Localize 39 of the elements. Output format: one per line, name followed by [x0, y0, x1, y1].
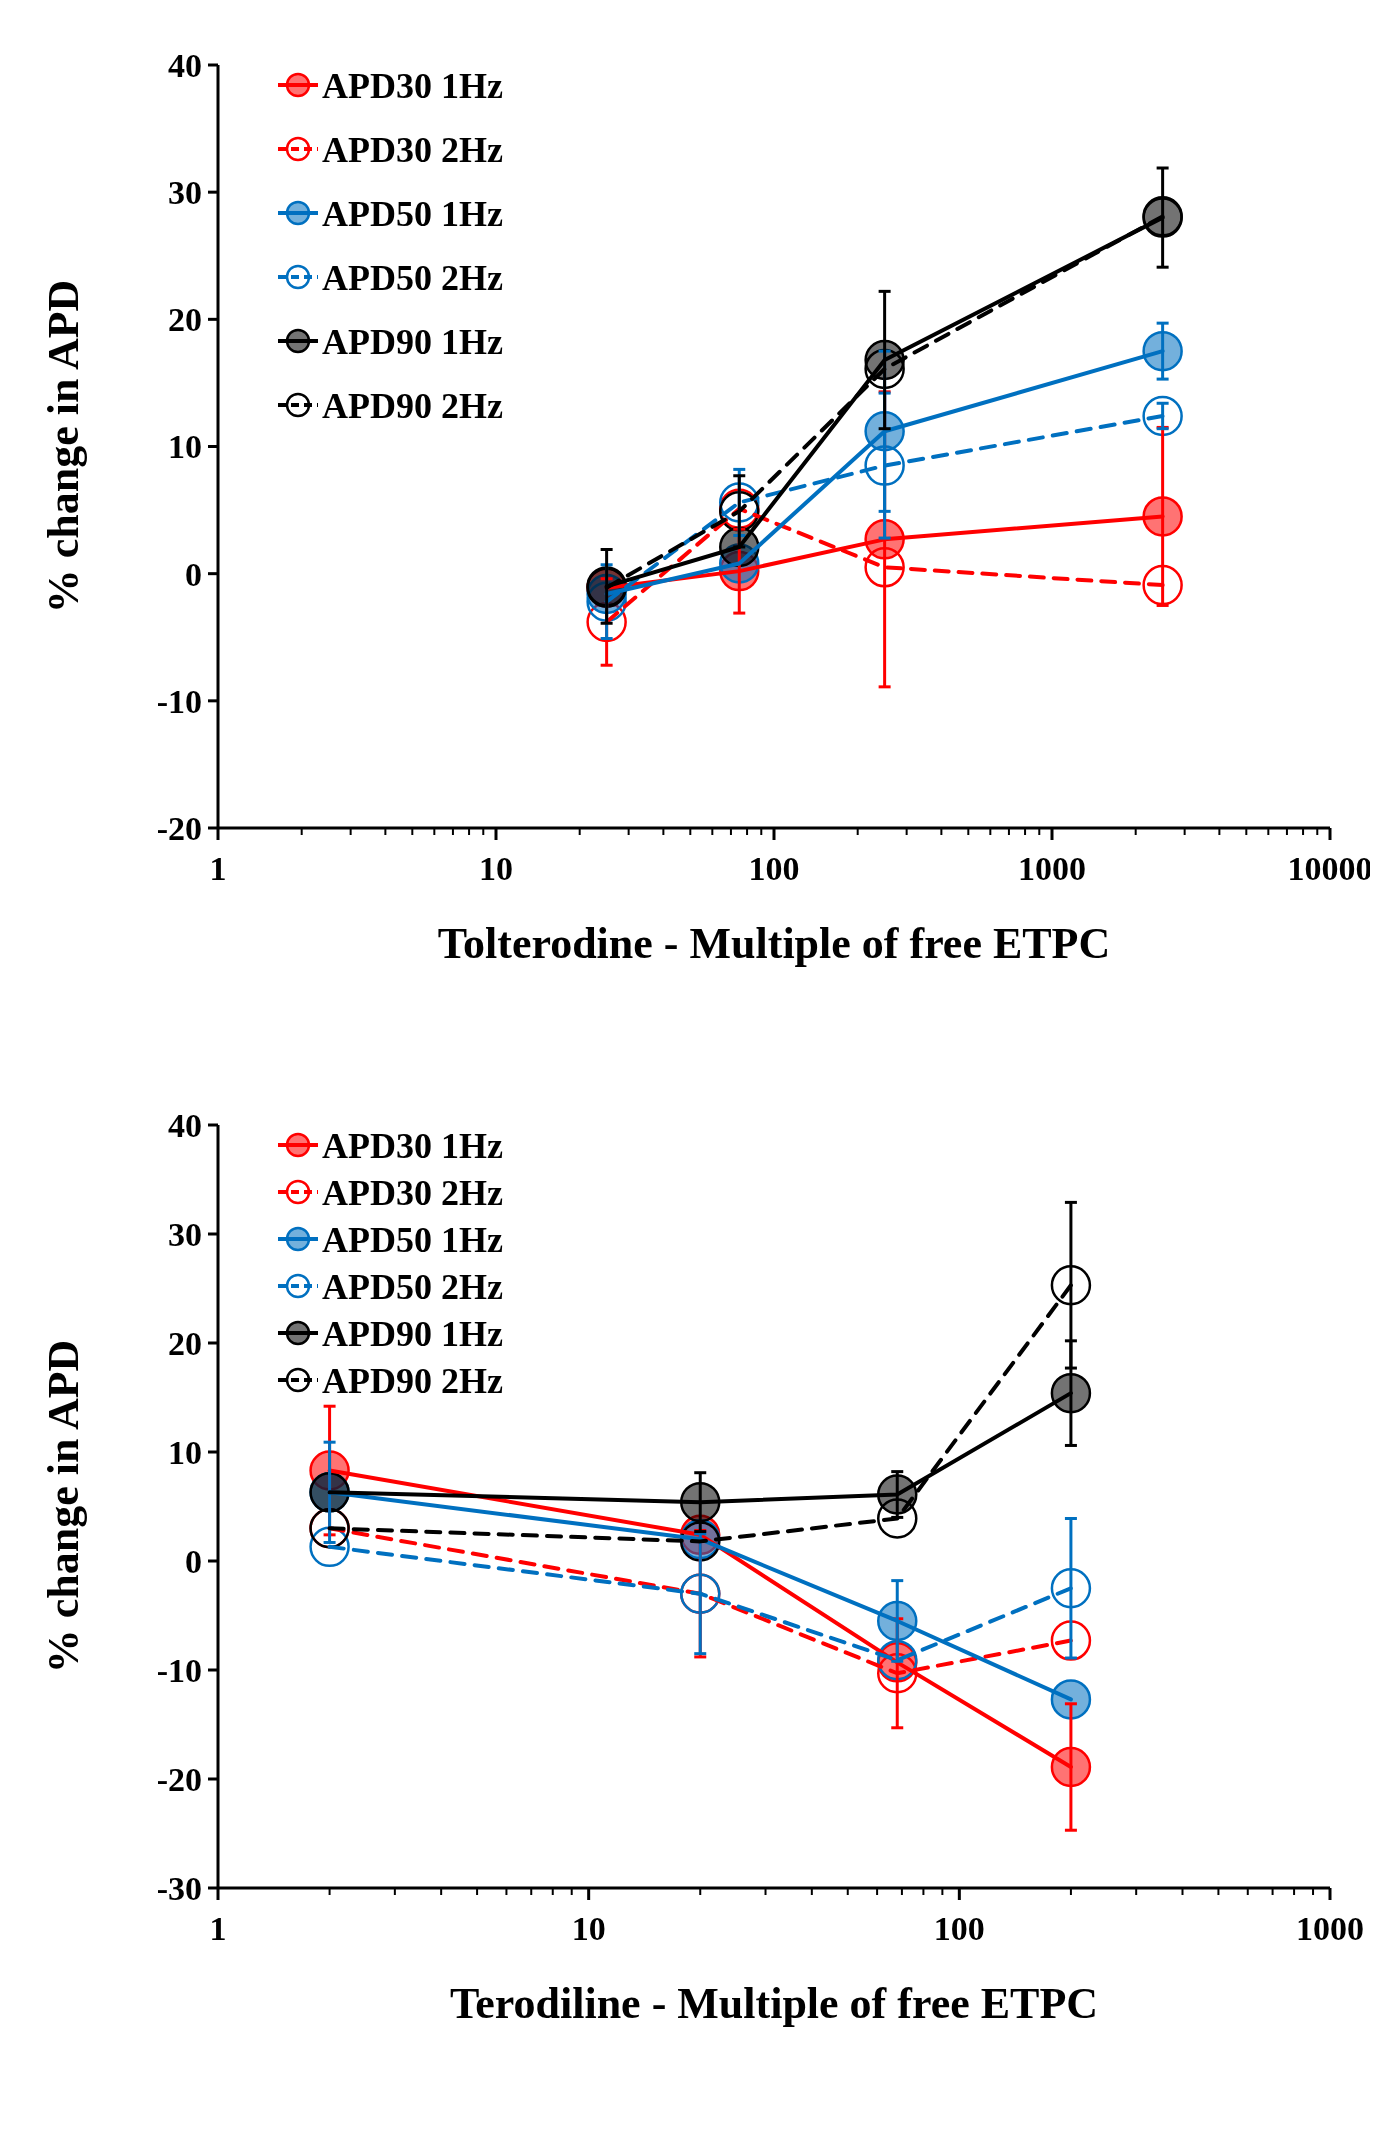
legend-label: APD30 1Hz — [322, 1125, 503, 1166]
legend-label: APD50 2Hz — [322, 1266, 503, 1307]
y-axis-title: % change in APD — [39, 1339, 88, 1674]
legend-label: APD30 2Hz — [322, 1172, 503, 1213]
y-tick-label: 0 — [185, 1542, 202, 1580]
y-tick-label: 20 — [168, 301, 202, 339]
y-tick-label: 0 — [185, 555, 202, 593]
x-tick-label: 1000 — [1018, 850, 1086, 887]
y-tick-label: -30 — [156, 1869, 202, 1907]
legend-label: APD90 1Hz — [322, 1313, 503, 1354]
x-tick-label: 100 — [933, 1910, 985, 1947]
x-axis-title: Tolterodine - Multiple of free ETPC — [437, 919, 1111, 968]
x-axis-title: Terodiline - Multiple of free ETPC — [449, 1979, 1099, 2028]
legend-label: APD50 1Hz — [322, 1219, 503, 1260]
x-tick-label: 1000 — [1296, 1910, 1364, 1947]
legend-label: APD90 1Hz — [322, 321, 503, 362]
y-tick-label: 30 — [168, 174, 202, 212]
legend-label: APD50 2Hz — [322, 257, 503, 298]
legend-label: APD90 2Hz — [322, 385, 503, 426]
y-tick-label: 10 — [168, 1433, 202, 1471]
y-tick-label: -10 — [156, 1651, 202, 1689]
legend-label: APD50 1Hz — [322, 193, 503, 234]
x-tick-label: 10 — [479, 850, 513, 887]
x-tick-label: 1 — [209, 850, 227, 887]
y-tick-label: 40 — [168, 1106, 202, 1144]
y-tick-label: 10 — [168, 428, 202, 466]
x-tick-label: 10 — [571, 1910, 606, 1947]
y-tick-label: 40 — [168, 46, 202, 84]
y-axis-title: % change in APD — [39, 279, 88, 614]
x-tick-label: 1 — [209, 1910, 227, 1947]
y-tick-label: 30 — [168, 1215, 202, 1253]
legend-label: APD30 2Hz — [322, 129, 503, 170]
legend-label: APD30 1Hz — [322, 65, 503, 106]
x-tick-label: 100 — [748, 850, 800, 887]
y-tick-label: -10 — [156, 682, 202, 720]
y-tick-label: -20 — [156, 809, 202, 847]
y-tick-label: 20 — [168, 1324, 202, 1362]
legend-label: APD90 2Hz — [322, 1360, 503, 1401]
y-tick-label: -20 — [156, 1760, 202, 1798]
